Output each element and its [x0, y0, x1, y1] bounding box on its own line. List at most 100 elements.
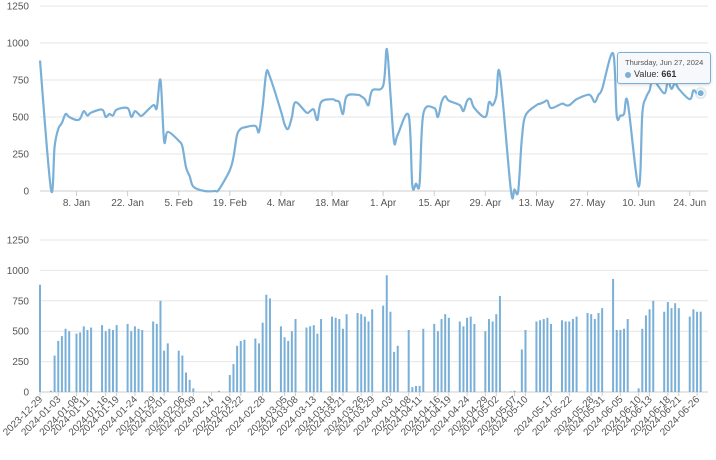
- tooltip-series-dot: [625, 71, 631, 78]
- tooltip-value-label: Value:: [634, 69, 659, 79]
- line-chart-x-tick-label: 5. Feb: [165, 198, 194, 209]
- bar: [185, 372, 188, 392]
- bar: [487, 319, 490, 392]
- bar: [53, 355, 56, 392]
- bar: [422, 328, 425, 392]
- bar: [550, 323, 553, 392]
- bar: [192, 388, 195, 392]
- bar: [159, 300, 162, 392]
- bar: [290, 331, 293, 392]
- bar: [670, 308, 673, 392]
- bar: [692, 309, 695, 392]
- hover-point: [696, 89, 705, 98]
- bar: [177, 350, 180, 392]
- bar: [163, 350, 166, 392]
- bar: [382, 305, 385, 392]
- bar: [626, 319, 629, 392]
- line-chart-x-tick-label: 8. Jan: [63, 198, 90, 209]
- bar: [258, 343, 261, 392]
- bar: [688, 316, 691, 392]
- bar: [458, 321, 461, 392]
- bar: [188, 379, 191, 392]
- bar: [389, 311, 392, 392]
- line-chart-y-tick-label: 250: [12, 150, 29, 161]
- bar: [469, 316, 472, 392]
- bar: [418, 385, 421, 392]
- line-series: [38, 47, 701, 200]
- bar: [520, 349, 523, 392]
- bar-chart-y-tick-label: 1000: [7, 266, 30, 277]
- line-chart-y-tick-label: 1250: [7, 2, 30, 13]
- bar: [542, 319, 545, 392]
- bar: [49, 390, 52, 392]
- bar: [305, 327, 308, 392]
- bar: [331, 316, 334, 392]
- bar: [279, 326, 282, 392]
- bar: [575, 316, 578, 392]
- bar: [436, 331, 439, 392]
- bar: [141, 329, 144, 392]
- tooltip: Thursday, Jun 27, 2024 Value: 661: [617, 52, 711, 84]
- bar: [615, 329, 618, 392]
- bar: [546, 317, 549, 392]
- bar: [79, 332, 82, 392]
- bar: [294, 319, 297, 392]
- bar: [385, 275, 388, 392]
- bar-chart-y-tick-label: 250: [12, 357, 29, 368]
- bar: [619, 329, 622, 392]
- bar: [407, 329, 410, 392]
- bar: [254, 338, 257, 392]
- tooltip-date: Thursday, Jun 27, 2024: [625, 58, 704, 67]
- bar: [104, 331, 107, 392]
- bar: [393, 351, 396, 392]
- bar: [677, 308, 680, 392]
- bar-chart-y-tick-label: 1250: [7, 236, 30, 247]
- bar: [440, 319, 443, 392]
- bar: [112, 329, 115, 392]
- bar: [491, 321, 494, 392]
- bar: [571, 319, 574, 392]
- bar: [166, 343, 169, 392]
- bar: [316, 333, 319, 392]
- bar: [345, 314, 348, 392]
- bar: [341, 328, 344, 392]
- line-chart-y-tick-label: 1000: [7, 39, 30, 50]
- line-chart-y-tick-label: 0: [23, 187, 29, 198]
- line-chart-x-tick-label: 15. Apr: [418, 198, 450, 209]
- bar: [181, 355, 184, 392]
- bar: [495, 314, 498, 392]
- line-chart-x-tick-label: 13. May: [519, 198, 555, 209]
- bar: [648, 309, 651, 392]
- bar: [86, 329, 89, 392]
- bar: [597, 312, 600, 392]
- bar: [137, 328, 140, 392]
- bar: [57, 340, 60, 392]
- line-chart-x-tick-label: 27. May: [570, 198, 606, 209]
- bar: [444, 314, 447, 392]
- bar: [473, 323, 476, 392]
- bar: [243, 339, 246, 392]
- bar: [101, 325, 104, 392]
- bar: [396, 345, 399, 392]
- line-chart-x-tick-label: 10. Jun: [622, 198, 655, 209]
- bar-chart-y-tick-label: 500: [12, 327, 29, 338]
- bar: [239, 340, 242, 392]
- bar: [447, 317, 450, 392]
- bar: [484, 331, 487, 392]
- bar: [60, 336, 63, 392]
- bar: [360, 314, 363, 392]
- bar: [261, 322, 264, 392]
- line-chart-x-tick-label: 19. Feb: [213, 198, 247, 209]
- bar: [232, 364, 235, 392]
- bar: [68, 331, 71, 392]
- bar: [356, 312, 359, 392]
- bar: [466, 317, 469, 392]
- line-chart-x-tick-label: 24. Jun: [673, 198, 706, 209]
- bar: [586, 312, 589, 392]
- bar: [217, 390, 220, 392]
- bar: [462, 326, 465, 392]
- bar: [312, 325, 315, 392]
- bar: [524, 329, 527, 392]
